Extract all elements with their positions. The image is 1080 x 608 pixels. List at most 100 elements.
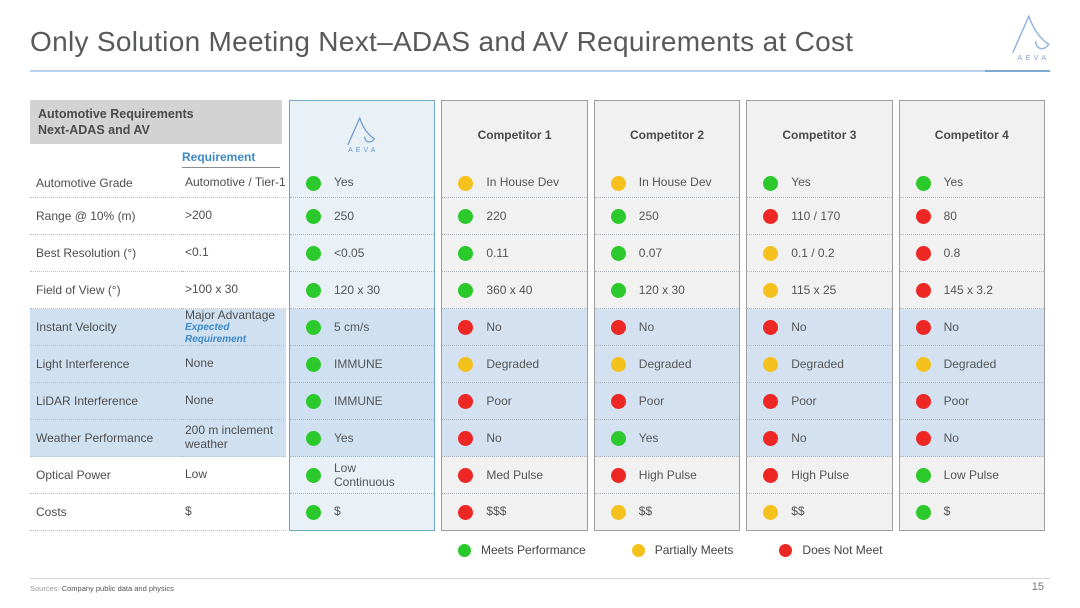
row-requirement: Low (182, 457, 286, 494)
row-label: Light Interference (30, 346, 182, 383)
cell-value: Low Continuous (334, 460, 395, 489)
row-label: Instant Velocity (30, 309, 182, 346)
cell-value: 220 (486, 208, 507, 223)
cell-value: Yes (791, 175, 811, 190)
legend-item: Does Not Meet (779, 543, 882, 557)
aeva-logo: AEVA (1000, 12, 1064, 62)
row-requirement: 200 m inclement weather (182, 420, 286, 457)
column-header-competitor-2: Competitor 2 (593, 100, 741, 168)
aeva-logo-icon (1000, 12, 1064, 54)
row-label: LiDAR Interference (30, 383, 182, 420)
cell-value: $$ (638, 504, 653, 519)
status-dot-yellow (458, 357, 474, 372)
footer-divider (30, 578, 1050, 579)
status-dot-red (610, 320, 626, 335)
value-cell: Yes (289, 420, 436, 457)
requirement-value: Major Advantage (185, 307, 276, 322)
value-cell: Poor (898, 383, 1045, 420)
status-dot-red (458, 431, 474, 446)
cell-value: No (638, 319, 655, 334)
value-cell: <0.05 (289, 235, 436, 272)
page-number: 15 (1031, 581, 1044, 593)
cell-value: High Pulse (638, 467, 697, 482)
cell-value: 360 x 40 (486, 282, 533, 297)
cell-value: 0.8 (943, 245, 961, 260)
row-label: Costs (30, 494, 182, 531)
cell-value: No (791, 319, 807, 334)
requirement-value: >100 x 30 (185, 282, 239, 297)
column-header-competitor-1: Competitor 1 (441, 100, 588, 168)
status-dot-yellow (610, 504, 626, 520)
status-dot-green (458, 246, 474, 261)
value-cell: Yes (746, 168, 893, 198)
cell-value: Low Pulse (943, 467, 999, 482)
cell-value: $ (334, 504, 341, 519)
cell-value: Yes (943, 175, 964, 190)
status-dot-green (610, 431, 626, 446)
status-dot-yellow (610, 175, 626, 191)
cell-value: $$ (791, 504, 805, 519)
row-requirement: <0.1 (182, 235, 286, 272)
row-label: Field of View (°) (30, 272, 182, 309)
value-cell: No (441, 420, 588, 457)
status-dot-green (306, 283, 321, 298)
cell-value: IMMUNE (334, 356, 383, 371)
cell-value: IMMUNE (334, 393, 383, 408)
requirement-value: $ (185, 504, 192, 519)
status-dot-green (915, 175, 931, 191)
cell-value: 145 x 3.2 (943, 282, 993, 297)
comparison-table: Automotive Requirements Next-ADAS and AV… (30, 100, 1048, 531)
value-cell: 80 (898, 198, 1045, 235)
cell-value: Yes (334, 430, 354, 445)
value-cell: $ (898, 494, 1045, 531)
row-label: Automotive Grade (30, 168, 182, 198)
status-dot-red (763, 320, 779, 335)
value-cell: $$ (593, 494, 741, 531)
value-cell: 0.1 / 0.2 (746, 235, 893, 272)
legend-dot-green (458, 543, 471, 557)
status-dot-red (915, 394, 931, 409)
requirement-value: <0.1 (185, 245, 209, 260)
value-cell: IMMUNE (289, 383, 436, 420)
value-cell: No (746, 309, 893, 346)
cell-value: Degraded (791, 356, 844, 371)
status-dot-green (306, 468, 321, 483)
status-dot-green (915, 504, 931, 520)
status-dot-red (458, 504, 474, 520)
page-title: Only Solution Meeting Next–ADAS and AV R… (30, 26, 854, 57)
cell-value: No (486, 319, 502, 334)
value-cell: No (898, 420, 1045, 457)
status-dot-green (458, 283, 474, 298)
requirement-value: None (185, 393, 214, 408)
value-cell: 220 (441, 198, 588, 235)
value-cell: No (441, 309, 588, 346)
cell-value: 120 x 30 (334, 282, 381, 297)
cell-value: No (943, 430, 959, 445)
column-header-competitor-4: Competitor 4 (898, 100, 1045, 168)
cell-value: 110 / 170 (791, 208, 841, 223)
value-cell: Poor (746, 383, 893, 420)
value-cell: 250 (593, 198, 741, 235)
requirement-value: None (185, 356, 214, 371)
row-requirement: >100 x 30 (182, 272, 286, 309)
requirement-column-header: Requirement (182, 150, 280, 168)
requirement-note: Expected Requirement (185, 322, 247, 345)
value-cell: High Pulse (746, 457, 893, 494)
status-dot-red (915, 431, 931, 446)
requirement-value: 200 m inclement weather (185, 423, 274, 451)
status-dot-green (306, 175, 321, 191)
legend-label: Meets Performance (481, 543, 586, 557)
legend-item: Meets Performance (458, 543, 586, 557)
column-header-aeva: AEVA (289, 100, 436, 168)
status-dot-yellow (610, 357, 626, 372)
cell-value: Poor (486, 393, 512, 408)
value-cell: Yes (898, 168, 1045, 198)
corner-header-line2: Next-ADAS and AV (38, 123, 150, 138)
status-dot-red (763, 394, 779, 409)
value-cell: Degraded (593, 346, 741, 383)
value-cell: 5 cm/s (289, 309, 436, 346)
value-cell: $$$ (441, 494, 588, 531)
status-dot-red (458, 394, 474, 409)
cell-value: Poor (943, 393, 969, 408)
legend: Meets Performance Partially Meets Does Not… (458, 543, 882, 557)
